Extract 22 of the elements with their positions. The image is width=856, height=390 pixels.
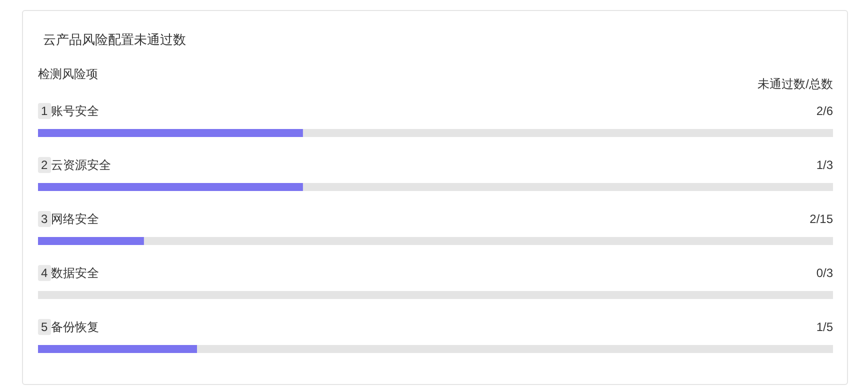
y-tick-label: 4 数据安全 (41, 266, 100, 280)
y-tick-label: 2 云资源安全 (41, 158, 112, 172)
y-tick-label: 3 网络安全 (41, 212, 100, 226)
bar (197, 345, 833, 353)
annotation: 1/3 (816, 158, 834, 172)
y-axis-title: 检测风险项 (38, 67, 98, 81)
bar (38, 345, 197, 353)
y-tick-label: 5 备份恢复 (41, 320, 100, 334)
y-tick-label: 1 账号安全 (41, 104, 100, 118)
annotation: 2/15 (810, 212, 834, 226)
y2-axis-title: 未通过数/总数 (758, 77, 833, 91)
chart-title: 云产品风险配置未通过数 (43, 32, 186, 47)
annotation: 0/3 (816, 266, 834, 280)
bar (302, 129, 833, 137)
bar (38, 237, 144, 245)
bar (38, 291, 833, 299)
annotation: 1/5 (816, 320, 834, 334)
annotation: 2/6 (816, 104, 834, 118)
bar (38, 129, 303, 137)
bar (302, 183, 833, 191)
bar (38, 183, 303, 191)
bar (144, 237, 833, 245)
